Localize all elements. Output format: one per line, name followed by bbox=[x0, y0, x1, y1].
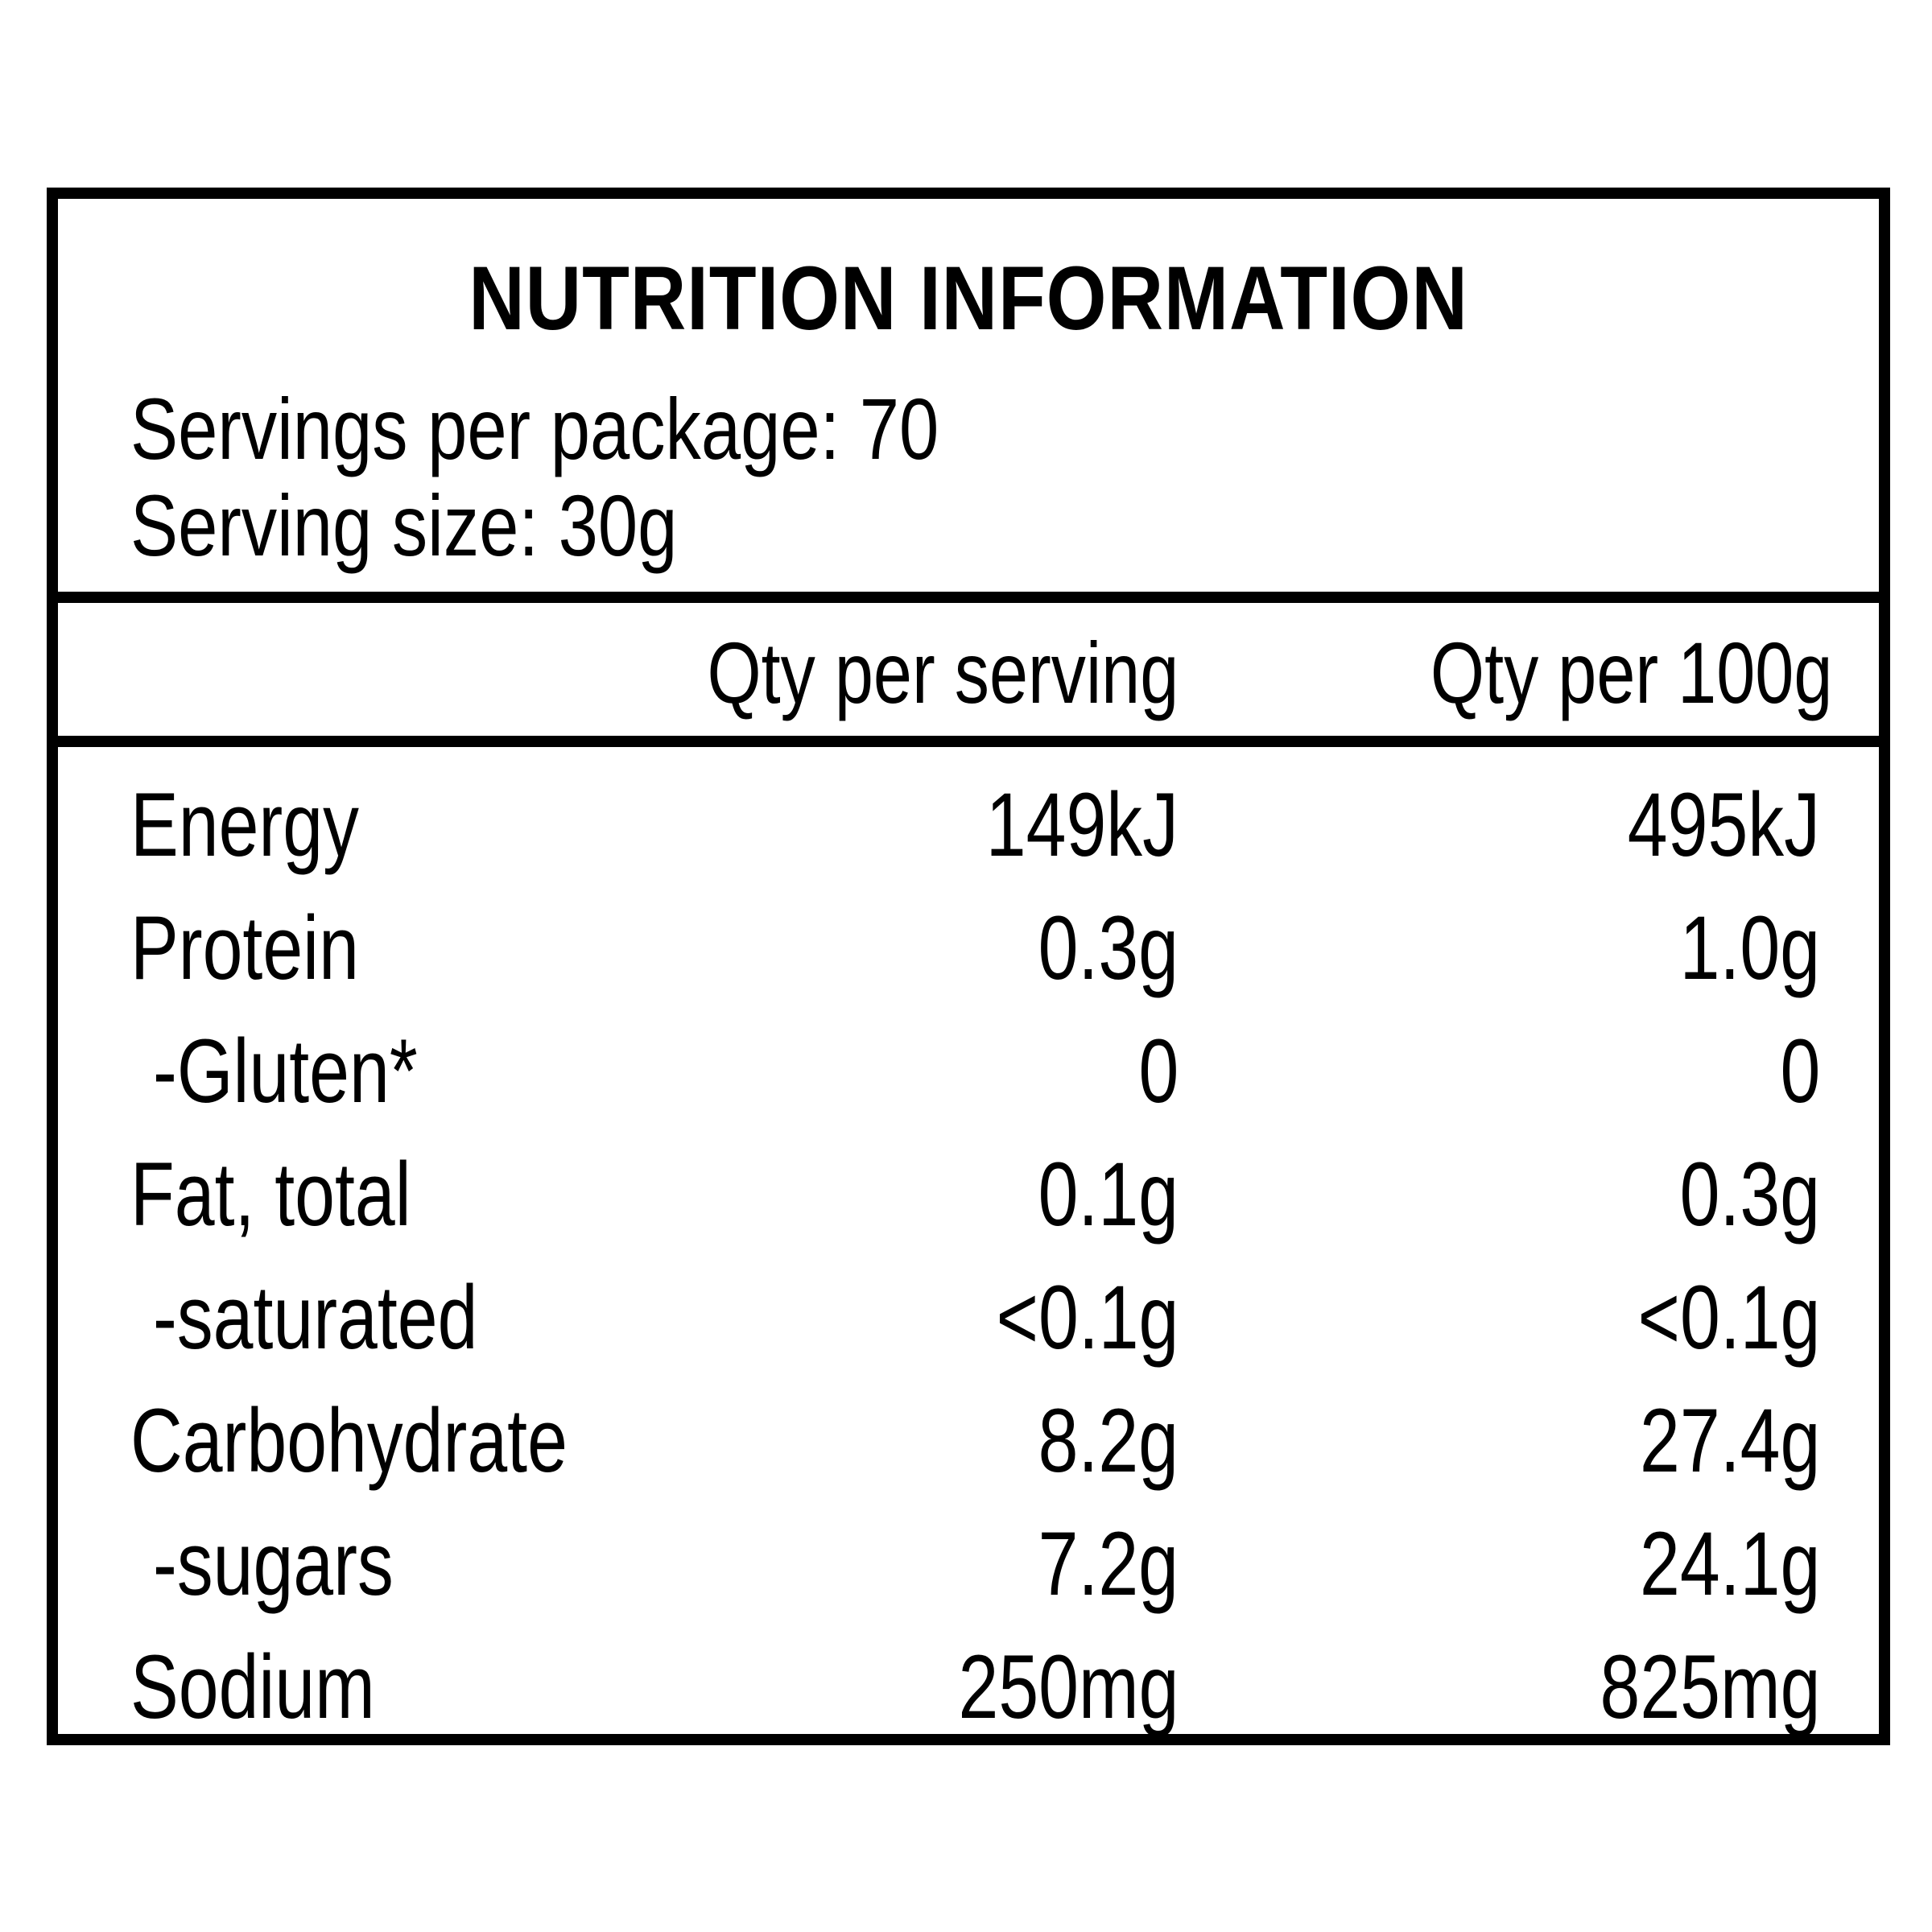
table-row: Carbohydrate 8.2g 27.4g bbox=[58, 1396, 1879, 1517]
table-row: Energy 149kJ 495kJ bbox=[58, 780, 1879, 901]
qty-per-serving: 0 bbox=[1138, 1021, 1179, 1121]
nutrient-name: -saturated bbox=[153, 1267, 478, 1368]
column-header-per-serving: Qty per serving bbox=[707, 624, 1179, 721]
qty-per-serving: 7.2g bbox=[1038, 1513, 1179, 1614]
table-row: Sodium 250mg 825mg bbox=[58, 1642, 1879, 1763]
qty-per-100g: 27.4g bbox=[1639, 1390, 1820, 1491]
header-divider bbox=[58, 592, 1879, 603]
column-header-per-100g: Qty per 100g bbox=[1430, 624, 1833, 721]
table-row: -saturated <0.1g <0.1g bbox=[58, 1273, 1879, 1393]
nutrition-panel: NUTRITION INFORMATION Servings per packa… bbox=[47, 188, 1890, 1745]
panel-title: NUTRITION INFORMATION bbox=[469, 248, 1468, 349]
qty-per-serving: 250mg bbox=[958, 1637, 1179, 1737]
qty-per-serving: 149kJ bbox=[985, 774, 1179, 875]
table-row: Protein 0.3g 1.0g bbox=[58, 903, 1879, 1024]
qty-per-100g: <0.1g bbox=[1637, 1267, 1820, 1368]
nutrient-name: Carbohydrate bbox=[130, 1390, 568, 1491]
qty-per-100g: 0 bbox=[1780, 1021, 1820, 1121]
nutrient-name: -Gluten* bbox=[153, 1021, 418, 1121]
nutrient-name: Protein bbox=[130, 898, 359, 998]
qty-per-serving: 0.3g bbox=[1038, 898, 1179, 998]
column-header-divider bbox=[58, 736, 1879, 747]
table-row: Fat, total 0.1g 0.3g bbox=[58, 1150, 1879, 1270]
serving-size: Serving size: 30g bbox=[130, 477, 678, 574]
nutrient-name: Fat, total bbox=[130, 1144, 411, 1245]
qty-per-serving: <0.1g bbox=[996, 1267, 1179, 1368]
qty-per-serving: 0.1g bbox=[1038, 1144, 1179, 1245]
qty-per-100g: 825mg bbox=[1600, 1637, 1820, 1737]
qty-per-100g: 24.1g bbox=[1639, 1513, 1820, 1614]
qty-per-100g: 1.0g bbox=[1679, 898, 1820, 998]
table-row: -sugars 7.2g 24.1g bbox=[58, 1519, 1879, 1640]
qty-per-100g: 495kJ bbox=[1627, 774, 1820, 875]
servings-per-package: Servings per package: 70 bbox=[130, 380, 939, 477]
nutrient-name: -sugars bbox=[153, 1513, 394, 1614]
nutrient-name: Sodium bbox=[130, 1637, 375, 1737]
table-row: -Gluten* 0 0 bbox=[58, 1026, 1879, 1147]
qty-per-serving: 8.2g bbox=[1038, 1390, 1179, 1491]
nutrient-name: Energy bbox=[130, 774, 359, 875]
qty-per-100g: 0.3g bbox=[1679, 1144, 1820, 1245]
